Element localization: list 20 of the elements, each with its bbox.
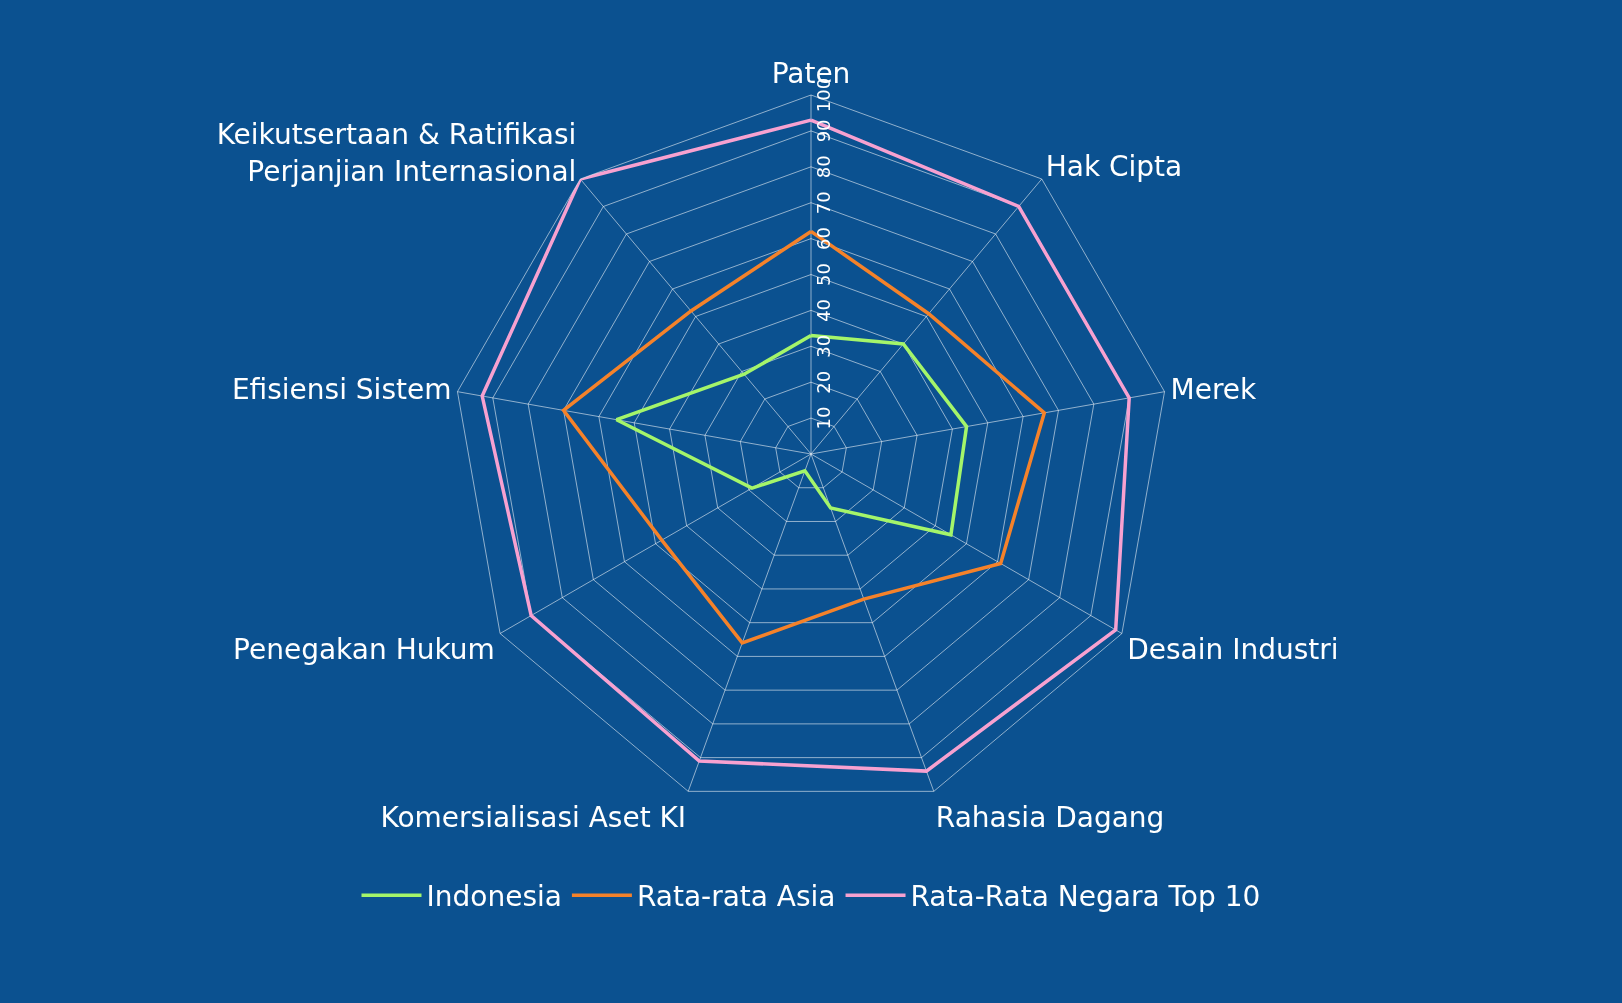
spoke-label: Efisiensi Sistem [231, 373, 452, 407]
spoke-label: Merek [1170, 373, 1258, 407]
y-tick-label: 20 [812, 370, 834, 394]
spoke-label: Penegakan Hukum [233, 633, 495, 667]
spoke-label: Hak Cipta [1045, 150, 1183, 184]
spoke-label: Desain Industri [1127, 633, 1339, 667]
spoke-label: Rahasia Dagang [935, 800, 1165, 834]
y-tick-label: 70 [812, 191, 834, 215]
y-tick-label: 10 [812, 406, 834, 430]
legend-label: Indonesia [426, 880, 562, 914]
y-tick-label: 60 [812, 227, 834, 251]
spoke-label: Komersialisasi Aset KI [380, 800, 687, 834]
legend-label: Rata-rata Asia [636, 880, 836, 914]
y-tick-label: 50 [812, 263, 834, 286]
y-tick-label: 90 [812, 119, 834, 143]
spoke-label: Keikutsertaan & Ratifikasi Perjanjian Internasional [216, 118, 577, 188]
y-tick-label: 40 [812, 298, 834, 322]
y-tick-label: 80 [812, 155, 834, 179]
y-tick-label: 30 [812, 334, 834, 358]
legend-label: Rata-Rata Negara Top 10 [910, 880, 1261, 914]
